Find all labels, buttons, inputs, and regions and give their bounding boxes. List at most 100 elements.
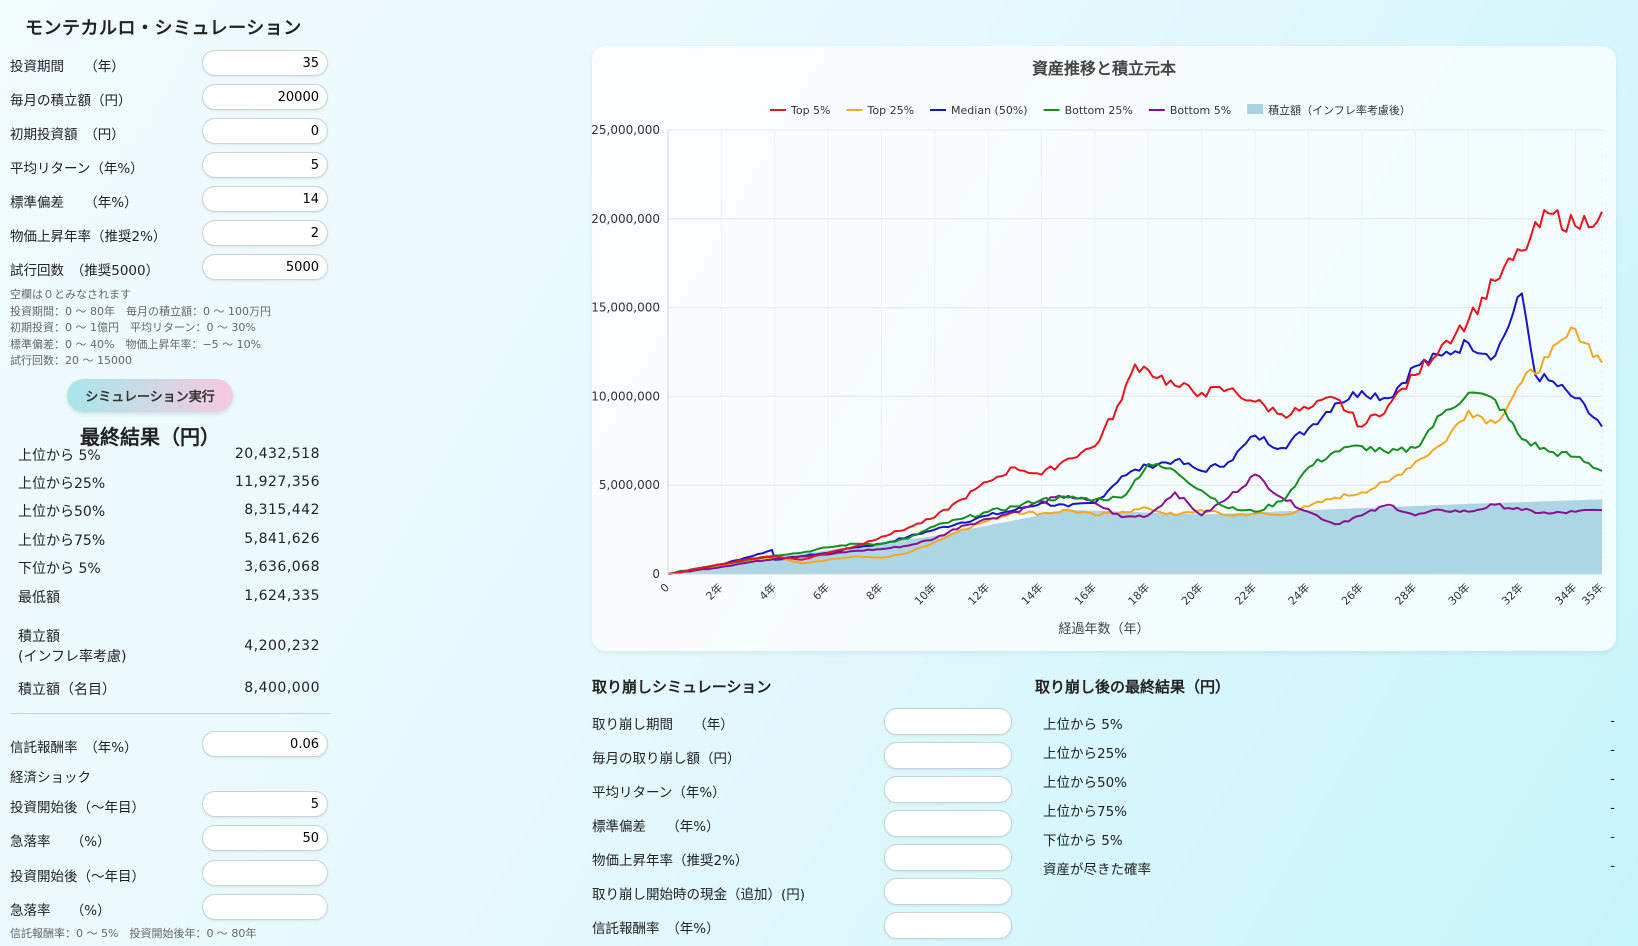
result-label: 上位から75% — [18, 533, 106, 549]
period-input[interactable] — [202, 50, 328, 76]
inflation-input[interactable] — [202, 220, 328, 246]
result-value: 3,636,068 — [244, 559, 320, 575]
withdraw-result-row: 下位から 5% - — [1043, 829, 1615, 849]
chart-grid — [668, 129, 1603, 575]
field-label: 投資開始後（～年目） — [10, 800, 145, 816]
field-stdev: 標準偏差 （年%） — [10, 186, 330, 214]
legend-item-top5[interactable]: Top 5% — [770, 104, 831, 117]
series-line-top5 — [667, 209, 1603, 575]
withdraw-monthly-input[interactable] — [884, 742, 1012, 769]
result-label: 上位から 5% — [1043, 717, 1123, 733]
series-line-top25 — [667, 326, 1603, 575]
withdraw-cash-input[interactable] — [884, 878, 1012, 905]
x-tick-label: 35年 — [1579, 580, 1607, 608]
withdraw-inflation-input[interactable] — [884, 844, 1012, 871]
result-value: - — [1610, 800, 1615, 816]
legend-item-top25[interactable]: Top 25% — [846, 104, 915, 117]
field-label: 標準偏差 （年%） — [10, 195, 138, 211]
field-label: 信託報酬率 （年%） — [592, 921, 720, 937]
field-fee: 信託報酬率 （年%） — [10, 731, 330, 759]
withdraw-field: 物価上昇年率（推奨2%） — [592, 844, 1012, 872]
x-tick-label: 26年 — [1338, 580, 1366, 608]
withdraw-result-row: 上位から50% - — [1043, 771, 1615, 791]
legend-item-bottom25[interactable]: Bottom 25% — [1043, 104, 1133, 117]
y-tick-label: 10,000,000 — [592, 389, 660, 403]
result-row: 積立額 (インフレ率考慮) 4,200,232 — [18, 627, 320, 671]
x-tick-label: 6年 — [810, 580, 833, 603]
shock-start-input[interactable] — [202, 791, 328, 817]
y-tick-label: 0 — [652, 567, 660, 581]
field-label: 投資開始後（～年目） — [10, 869, 145, 885]
run-simulation-button[interactable]: シミュレーション実行 — [67, 379, 233, 412]
field-label: 平均リターン（年%） — [592, 785, 726, 801]
chart-legend[interactable]: Top 5% Top 25% Median (50%) Bottom 25% Botto… — [770, 103, 1411, 117]
field-initial: 初期投資額 （円） — [10, 118, 330, 146]
field-monthly: 毎月の積立額（円） — [10, 84, 330, 112]
asset-chart: 資産推移と積立元本 0 5,000,000 10,000,000 15,000,000… — [592, 59, 1607, 637]
field-inflation: 物価上昇年率（推奨2%） — [10, 220, 330, 248]
y-tick-label: 15,000,000 — [592, 301, 660, 315]
initial-investment-input[interactable] — [202, 118, 328, 144]
result-label: 上位から 5% — [18, 448, 101, 464]
result-label: 上位から25% — [1043, 746, 1128, 762]
result-value: 1,624,335 — [244, 588, 320, 604]
field-label: 急落率 （%） — [10, 834, 111, 850]
legend-item-bottom5[interactable]: Bottom 5% — [1148, 104, 1231, 117]
withdraw-result-row: 資産が尽きた確率 - — [1043, 858, 1615, 878]
withdraw-stdev-input[interactable] — [884, 810, 1012, 837]
x-tick-label: 34年 — [1552, 580, 1580, 608]
chart-title: 資産推移と積立元本 — [1032, 59, 1176, 78]
shock-drop-input[interactable] — [202, 825, 328, 851]
legend-swatch — [1247, 104, 1264, 114]
trials-input[interactable] — [202, 254, 328, 280]
x-tick-label: 12年 — [965, 580, 993, 608]
result-label: 下位から 5% — [1043, 833, 1123, 849]
result-value: 20,432,518 — [234, 446, 320, 462]
field-shock-start-2: 投資開始後（～年目） — [10, 860, 330, 888]
result-label: 最低額 — [18, 590, 60, 606]
legend-item-principal[interactable]: 積立額（インフレ率考慮後） — [1247, 103, 1411, 117]
shock-start-input-2[interactable] — [202, 860, 328, 886]
field-label: 毎月の取り崩し額（円） — [592, 751, 741, 767]
fee-input[interactable] — [202, 731, 328, 757]
result-label: 上位から50% — [1043, 775, 1128, 791]
legend-item-median[interactable]: Median (50%) — [930, 104, 1028, 117]
field-label: 試行回数 （推奨5000） — [10, 263, 160, 279]
x-tick-label: 10年 — [911, 580, 939, 608]
withdraw-fee-input[interactable] — [884, 912, 1012, 939]
result-value: - — [1610, 829, 1615, 845]
result-value: 8,315,442 — [244, 502, 320, 518]
x-tick-label: 28年 — [1392, 580, 1420, 608]
legend-label: Bottom 5% — [1170, 104, 1231, 117]
field-label: 急落率 （%） — [10, 903, 111, 919]
field-label: 取り崩し開始時の現金（追加）(円) — [592, 887, 806, 903]
field-label: 標準偏差 （年%） — [592, 819, 720, 835]
withdraw-period-input[interactable] — [884, 708, 1012, 735]
shock-title: 経済ショック — [10, 770, 91, 786]
withdraw-return-input[interactable] — [884, 776, 1012, 803]
x-tick-label: 4年 — [756, 580, 779, 603]
result-label: 下位から 5% — [18, 561, 101, 577]
field-shock-drop: 急落率 （%） — [10, 825, 330, 853]
x-tick-label: 18年 — [1125, 580, 1153, 608]
y-tick-label: 5,000,000 — [599, 478, 660, 492]
field-period: 投資期間 （年） — [10, 50, 330, 78]
legend-label: Top 5% — [790, 104, 831, 117]
stdev-input[interactable] — [202, 186, 328, 212]
legend-label: Top 25% — [867, 104, 915, 117]
shock-drop-input-2[interactable] — [202, 894, 328, 920]
withdraw-field: 信託報酬率 （年%） — [592, 912, 1012, 940]
mean-return-input[interactable] — [202, 152, 328, 178]
result-value: 11,927,356 — [234, 474, 320, 490]
y-tick-label: 25,000,000 — [592, 123, 660, 137]
monthly-amount-input[interactable] — [202, 84, 328, 110]
withdraw-results-title: 取り崩し後の最終結果（円） — [1035, 678, 1231, 696]
field-label: 物価上昇年率（推奨2%） — [592, 853, 749, 869]
x-tick-label: 22年 — [1232, 580, 1260, 608]
series-line-bottom25 — [667, 391, 1603, 575]
legend-label: Median (50%) — [951, 104, 1028, 117]
input-hints: 空欄は０とみなされます 投資期間：0 ～ 80年 毎月の積立額：0 ～ 100万… — [10, 288, 271, 367]
result-value: 5,841,626 — [244, 531, 320, 547]
result-value: - — [1610, 771, 1615, 787]
field-return: 平均リターン（年%） — [10, 152, 330, 180]
